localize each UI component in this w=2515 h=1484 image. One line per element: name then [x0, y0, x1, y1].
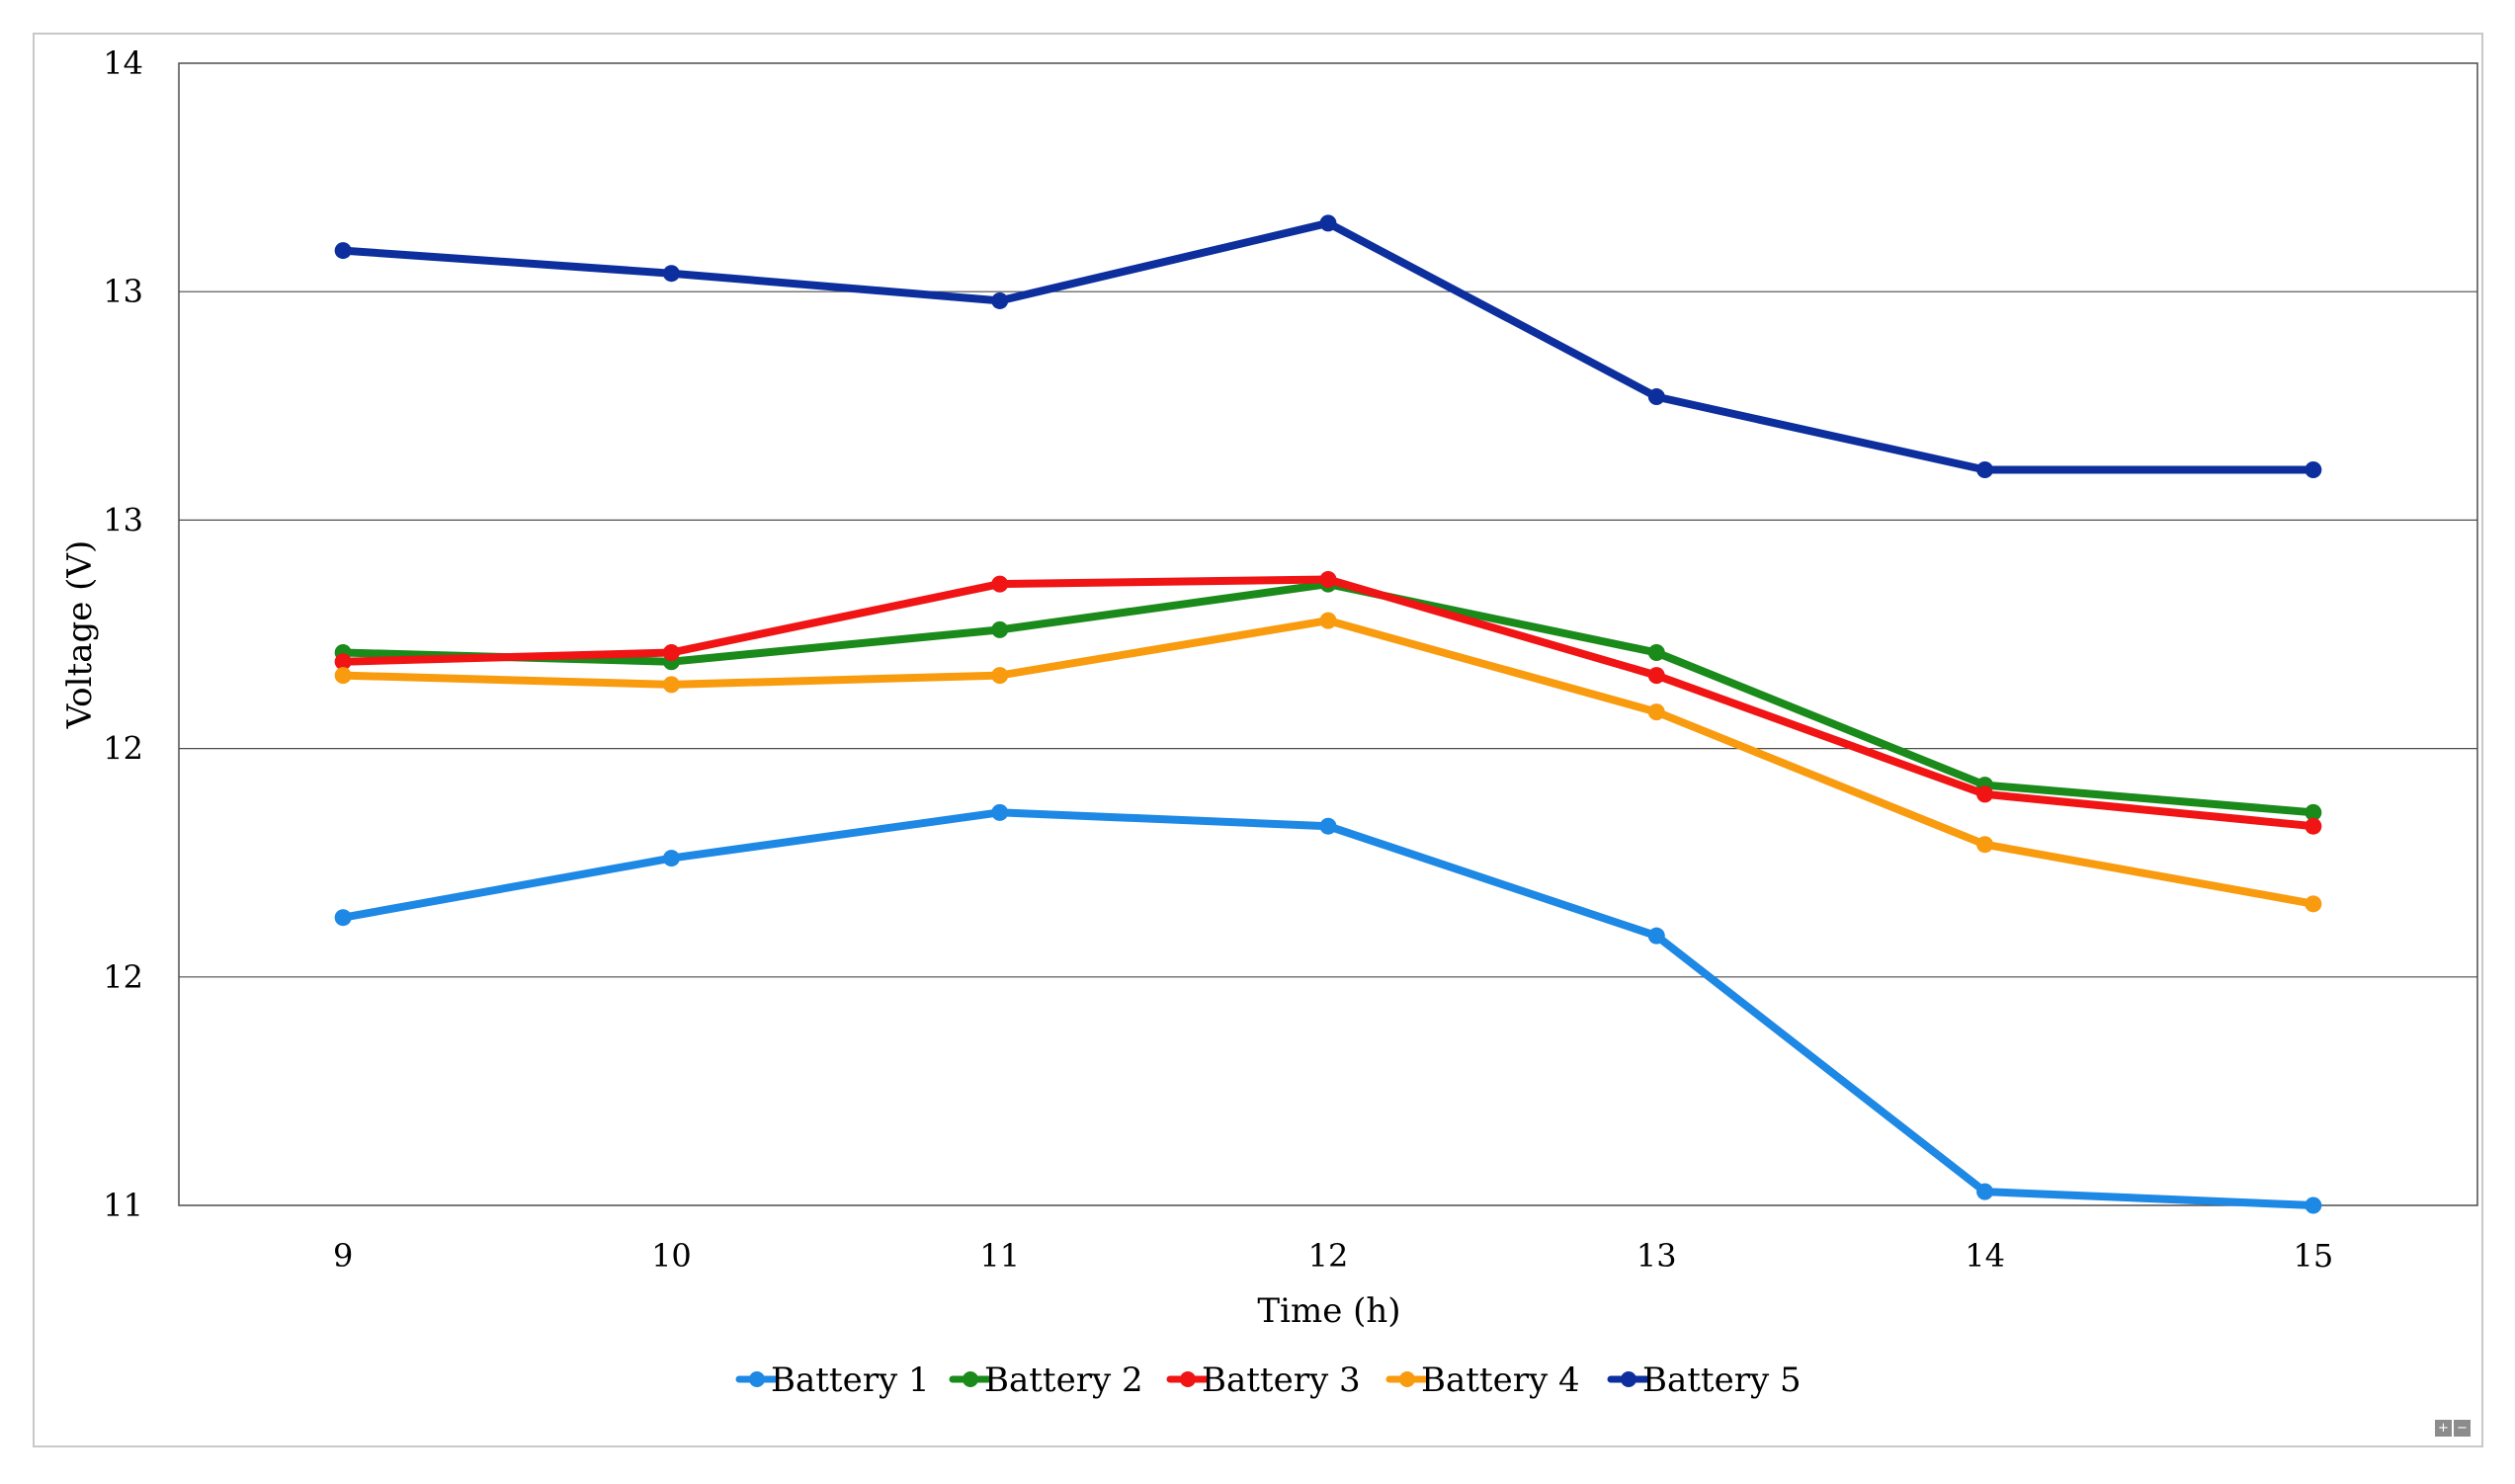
data-point [1647, 667, 1665, 685]
x-tick-label: 13 [1636, 1237, 1677, 1275]
legend-marker [1180, 1371, 1196, 1387]
legend-item-1[interactable]: Battery 1 [735, 1360, 930, 1400]
grid-lines [179, 290, 2477, 978]
data-point [662, 265, 680, 283]
data-point [334, 653, 352, 671]
x-tick-label: 11 [979, 1237, 1020, 1275]
data-point [334, 242, 352, 260]
series-line [339, 808, 2317, 1209]
zoom-controls: + − [2435, 1420, 2471, 1437]
series-5 [334, 214, 2322, 479]
data-point [991, 803, 1009, 821]
legend-item-5[interactable]: Battery 5 [1607, 1360, 1802, 1400]
x-tick-label: 12 [1308, 1237, 1349, 1275]
data-point [334, 667, 352, 685]
legend-label: Battery 5 [1642, 1360, 1802, 1400]
data-point [1647, 388, 1665, 406]
data-point [1319, 214, 1337, 232]
x-axis-ticks: 9 10 11 12 13 14 15 [333, 1237, 2333, 1275]
data-point [1319, 817, 1337, 835]
y-tick-label: 14 [103, 44, 143, 82]
data-point [991, 620, 1009, 638]
series-layer [334, 214, 2322, 1214]
y-axis-ticks: 11 12 12 13 13 14 [103, 44, 143, 1224]
zoom-in-button[interactable]: + [2435, 1420, 2452, 1437]
legend-marker [1399, 1371, 1415, 1387]
data-point [662, 850, 680, 867]
legend-item-2[interactable]: Battery 2 [949, 1360, 1143, 1400]
plot-area [178, 62, 2478, 1206]
series-1 [334, 803, 2322, 1214]
legend-label: Battery 2 [984, 1360, 1143, 1400]
data-point [1976, 461, 1994, 479]
x-axis-label: Time (h) [1257, 1291, 1400, 1331]
y-tick-label: 13 [103, 501, 143, 538]
data-point [334, 909, 352, 927]
data-point [2305, 461, 2322, 479]
x-tick-label: 15 [2293, 1237, 2333, 1275]
data-point [1647, 703, 1665, 721]
data-point [991, 575, 1009, 593]
y-tick-label: 12 [103, 958, 143, 996]
series-line [339, 218, 2317, 474]
series-3 [334, 571, 2322, 835]
y-tick-label: 13 [103, 273, 143, 310]
zoom-out-button[interactable]: − [2454, 1420, 2471, 1437]
data-point [991, 291, 1009, 309]
legend-item-4[interactable]: Battery 4 [1385, 1360, 1580, 1400]
data-point [2305, 1196, 2322, 1214]
data-point [1976, 785, 1994, 803]
legend-marker [1621, 1371, 1636, 1387]
data-point [2305, 895, 2322, 913]
data-point [1976, 836, 1994, 854]
data-point [2305, 817, 2322, 835]
series-4 [334, 612, 2322, 913]
chart-frame [33, 33, 2483, 1447]
x-tick-label: 9 [333, 1237, 353, 1275]
data-point [1976, 1183, 1994, 1200]
data-point [1319, 571, 1337, 589]
data-point [2305, 803, 2322, 821]
legend-marker [749, 1371, 765, 1387]
data-point [1647, 927, 1665, 945]
y-tick-label: 12 [103, 730, 143, 768]
data-point [1319, 612, 1337, 629]
legend-item-3[interactable]: Battery 3 [1166, 1360, 1361, 1400]
data-point [662, 676, 680, 694]
legend[interactable]: Battery 1 Battery 2 Battery 3 Battery 4 Batt… [735, 1360, 1802, 1400]
y-axis-label: Voltage (V) [60, 540, 100, 730]
legend-label: Battery 4 [1421, 1360, 1580, 1400]
legend-label: Battery 3 [1202, 1360, 1361, 1400]
y-tick-label: 11 [103, 1187, 143, 1224]
legend-marker [963, 1371, 978, 1387]
data-point [662, 643, 680, 661]
data-point [1647, 643, 1665, 661]
legend-label: Battery 1 [771, 1360, 930, 1400]
x-tick-label: 14 [1965, 1237, 2005, 1275]
data-point [991, 667, 1009, 685]
x-tick-label: 10 [651, 1237, 692, 1275]
